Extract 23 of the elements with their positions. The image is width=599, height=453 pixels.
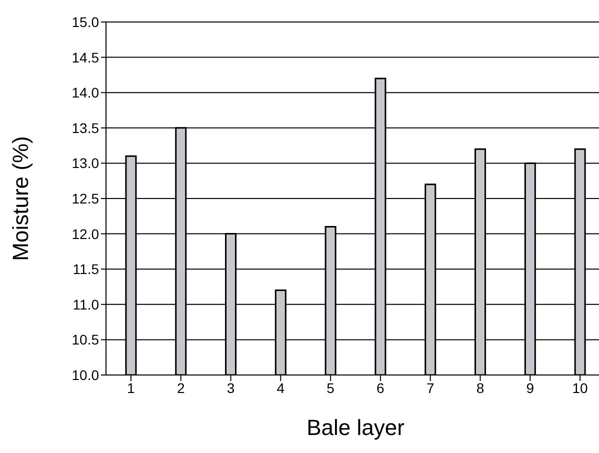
x-tick-label: 7 — [426, 380, 434, 396]
y-axis-title: Moisture (%) — [8, 136, 33, 261]
y-tick-label: 11.5 — [72, 261, 100, 278]
x-tick-label: 6 — [376, 380, 385, 396]
y-tick-label: 14.5 — [72, 49, 100, 66]
y-tick-label: 13.0 — [72, 155, 100, 172]
x-tick-label: 3 — [226, 380, 235, 396]
x-tick-label: 8 — [476, 380, 484, 396]
x-tick-label: 1 — [127, 380, 136, 396]
y-tick-label: 14.0 — [72, 84, 100, 101]
y-tick-label: 10.5 — [72, 332, 100, 348]
y-tick-label: 11.0 — [72, 296, 100, 312]
y-tick-label: 15.0 — [72, 14, 100, 30]
x-tick-label: 5 — [326, 380, 335, 396]
y-tick-label: 10.0 — [72, 366, 100, 383]
x-tick-label: 4 — [276, 380, 285, 396]
x-tick-label: 2 — [176, 380, 185, 396]
x-axis-title: Bale layer — [306, 415, 404, 440]
y-tick-label: 12.0 — [72, 226, 100, 242]
x-tick-label: 9 — [526, 380, 534, 396]
y-tick-label: 13.5 — [72, 120, 100, 136]
x-tick-label: 10 — [572, 380, 588, 396]
y-tick-label: 12.5 — [72, 190, 100, 206]
